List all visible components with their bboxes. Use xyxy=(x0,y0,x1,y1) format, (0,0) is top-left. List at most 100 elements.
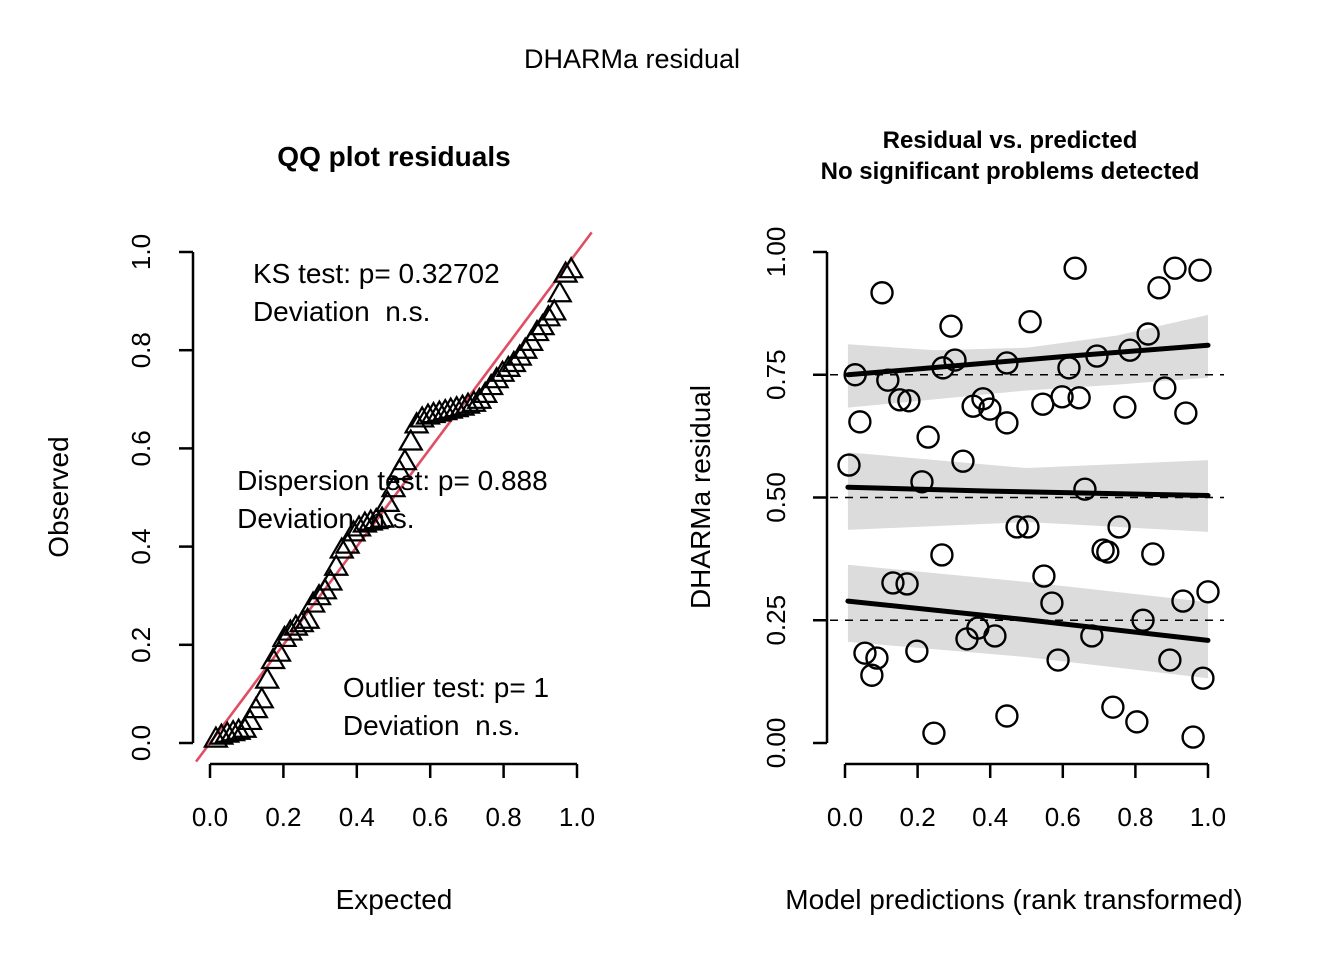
residual-circle-marker xyxy=(1032,564,1056,588)
qq-triangle-marker xyxy=(409,405,436,428)
x-tick-label: 0.0 xyxy=(827,802,863,832)
residual-circle-marker xyxy=(1101,695,1125,719)
residual-circle-marker xyxy=(1016,515,1040,539)
qq-triangle-marker xyxy=(478,372,505,396)
residual-circle-marker xyxy=(1046,648,1070,672)
qq-x-axis-label: Expected xyxy=(335,884,453,915)
residual-circle-marker xyxy=(1158,648,1182,672)
qq-triangle-marker xyxy=(432,397,459,421)
x-tick-label: 0.2 xyxy=(900,802,936,832)
qq-triangle-marker xyxy=(271,624,298,648)
quantile-line-q0.25 xyxy=(845,598,1211,643)
residual-panel-subtitle: No significant problems detected xyxy=(820,158,1200,185)
qq-triangle-marker xyxy=(541,298,568,321)
residual-circle-marker xyxy=(955,627,979,651)
residual-circle-marker xyxy=(1196,580,1220,604)
residual-circle-marker xyxy=(1136,322,1160,346)
residual-circle-marker xyxy=(978,397,1002,421)
residual-circle-marker xyxy=(1080,624,1104,648)
qq-triangle-marker xyxy=(357,508,384,531)
qq-triangle-marker xyxy=(306,583,332,606)
residual-circle-marker xyxy=(1057,356,1081,380)
qq-triangle-marker xyxy=(495,354,522,377)
x-tick-label: 0.8 xyxy=(1117,802,1153,832)
residual-circle-marker xyxy=(1005,515,1029,539)
residual-circle-marker xyxy=(860,663,884,687)
residual-circle-marker xyxy=(1063,256,1087,280)
qq-triangle-marker xyxy=(415,402,441,425)
residual-circle-marker xyxy=(995,411,1019,435)
test-annotation: Deviation n.s. xyxy=(253,296,430,327)
residual-circle-marker xyxy=(1018,310,1042,334)
qq-triangle-marker xyxy=(202,725,229,748)
residual-circle-marker xyxy=(870,281,894,305)
residual-circle-marker xyxy=(897,389,921,413)
qq-triangle-marker xyxy=(254,666,281,689)
qq-triangle-marker xyxy=(466,386,493,409)
qq-triangle-marker xyxy=(374,489,401,513)
qq-triangle-marker xyxy=(317,568,344,591)
qq-triangle-marker xyxy=(351,510,378,533)
qq-triangle-marker xyxy=(300,590,327,613)
qq-triangle-marker xyxy=(472,380,499,404)
residual-vs-predicted-panel: 0.00 0.25 0.50 0.75 1.00 0.0 0.2 0.4 0.6 0.8 1.0 xyxy=(761,227,1226,832)
y-tick-label: 0.50 xyxy=(761,472,791,523)
residual-circle-marker xyxy=(916,425,940,449)
residual-circle-marker xyxy=(1131,608,1155,632)
qq-triangle-marker xyxy=(260,646,287,670)
residual-circle-marker xyxy=(910,470,934,494)
qq-triangle-marker xyxy=(248,686,275,709)
residual-circle-marker xyxy=(922,721,946,745)
y-tick-label: 0.75 xyxy=(761,349,791,400)
qq-triangle-marker xyxy=(546,280,573,303)
residual-circle-marker xyxy=(951,449,975,473)
quantile-line-q0.75 xyxy=(845,342,1211,378)
qq-triangle-marker xyxy=(506,343,533,366)
residual-circle-marker xyxy=(1147,276,1171,300)
residual-circle-marker xyxy=(1191,666,1215,690)
test-annotation: Deviation n.s. xyxy=(237,503,414,534)
y-tick-label: 0.4 xyxy=(126,529,156,565)
test-annotation: KS test: p= 0.32702 xyxy=(253,258,500,289)
x-tick-label: 0.2 xyxy=(265,802,301,832)
x-tick-label: 0.8 xyxy=(486,802,522,832)
y-tick-label: 0.25 xyxy=(761,595,791,646)
x-tick-label: 0.6 xyxy=(412,802,448,832)
qq-points xyxy=(202,255,585,748)
y-tick-label: 0.00 xyxy=(761,718,791,769)
y-tick-label: 0.6 xyxy=(126,430,156,466)
residual-circle-marker xyxy=(995,351,1019,375)
qq-triangle-marker xyxy=(282,613,309,636)
qq-triangle-marker xyxy=(535,304,562,327)
qq-triangle-marker xyxy=(524,318,550,342)
qq-triangle-marker xyxy=(449,393,476,416)
qq-triangle-marker xyxy=(483,365,510,389)
qq-triangle-marker xyxy=(277,618,304,641)
y-tick-label: 1.0 xyxy=(126,234,156,270)
residual-vs-predicted-points xyxy=(837,256,1220,749)
residual-circle-marker xyxy=(895,572,919,596)
residual-circle-marker xyxy=(1050,385,1074,409)
residual-circle-marker xyxy=(1153,376,1177,400)
qq-triangle-marker xyxy=(426,399,453,422)
residual-circle-marker xyxy=(865,646,889,670)
x-tick-label: 1.0 xyxy=(1190,802,1226,832)
residual-circle-marker xyxy=(905,639,929,663)
qq-triangle-marker xyxy=(552,260,579,283)
residual-panel-title-line1: Residual vs. predicted xyxy=(882,127,1138,154)
y-tick-label: 0.0 xyxy=(126,725,156,761)
x-tick-label: 0.4 xyxy=(972,802,1008,832)
residual-circle-marker xyxy=(1113,395,1137,419)
qq-triangle-marker xyxy=(220,719,247,742)
qq-triangle-marker xyxy=(328,536,355,559)
residual-circle-marker xyxy=(1163,256,1187,280)
qq-triangle-marker xyxy=(334,531,361,554)
residual-circle-marker xyxy=(931,356,955,380)
residual-circle-marker xyxy=(1096,540,1120,564)
qq-triangle-marker xyxy=(369,505,396,528)
qq-triangle-marker xyxy=(558,255,585,279)
residual-circle-marker xyxy=(888,388,912,412)
qq-triangle-marker xyxy=(266,639,292,662)
x-tick-label: 1.0 xyxy=(559,802,595,832)
